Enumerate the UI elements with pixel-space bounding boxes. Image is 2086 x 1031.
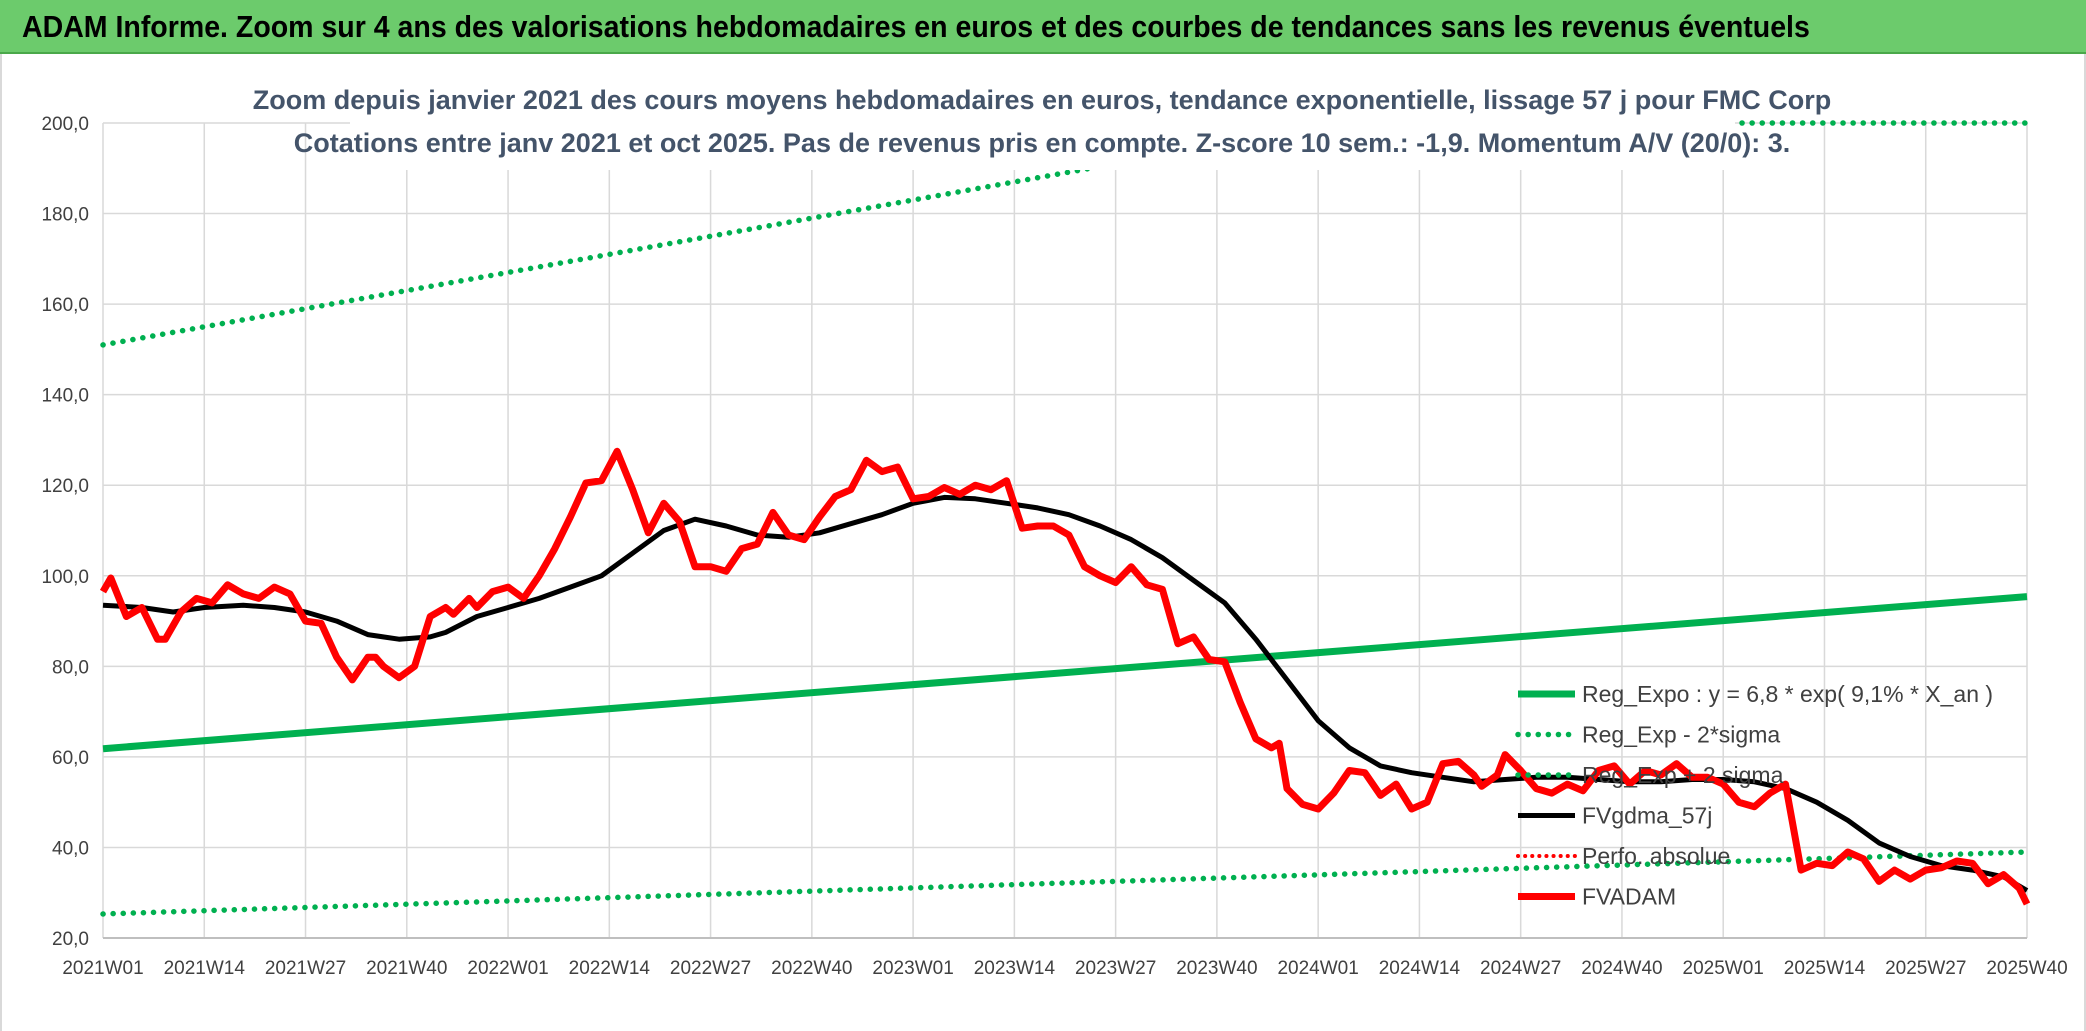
legend-label-0: Reg_Expo : y = 6,8 * exp( 9,1% * X_an ): [1582, 681, 1993, 707]
x-tick-label: 2022W01: [467, 958, 548, 979]
x-tick-label: 2025W40: [1986, 958, 2067, 979]
title-background: [350, 78, 1735, 170]
chart-subtitle: Cotations entre janv 2021 et oct 2025. P…: [294, 128, 1791, 158]
series-line-1: [100, 849, 2030, 917]
legend-label-5: FVADAM: [1582, 884, 1676, 910]
x-tick-label: 2021W14: [164, 958, 246, 979]
x-tick-label: 2022W27: [670, 958, 751, 979]
x-tick-label: 2022W14: [569, 958, 651, 979]
x-tick-label: 2023W14: [974, 958, 1056, 979]
y-tick-label: 20,0: [52, 929, 89, 950]
legend-label-2: Reg_Exp + 2 sigma: [1582, 762, 1784, 788]
y-tick-label: 100,0: [41, 567, 89, 588]
x-tick-label: 2025W14: [1784, 958, 1866, 979]
legend: Reg_Expo : y = 6,8 * exp( 9,1% * X_an ) R…: [1515, 681, 1993, 910]
x-tick-label: 2023W01: [872, 958, 953, 979]
chart-frame: [0, 54, 2086, 1031]
x-tick-label: 2023W40: [1176, 958, 1257, 979]
y-tick-label: 160,0: [41, 295, 89, 316]
x-tick-label: 2025W01: [1683, 958, 1764, 979]
title-banner: ADAM Informe. Zoom sur 4 ans des valoris…: [0, 0, 2086, 54]
x-tick-label: 2024W01: [1277, 958, 1358, 979]
y-tick-label: 120,0: [41, 476, 89, 497]
x-tick-label: 2021W27: [265, 958, 346, 979]
legend-label-4: Perfo. absolue: [1582, 843, 1730, 869]
chart-titles: Zoom depuis janvier 2021 des cours moyen…: [253, 78, 1831, 170]
x-tick-label: 2022W40: [771, 958, 852, 979]
x-tick-label: 2021W40: [366, 958, 447, 979]
legend-label-3: FVgdma_57j: [1582, 803, 1712, 829]
legend-label-1: Reg_Exp - 2*sigma: [1582, 722, 1780, 748]
x-tick-label: 2021W01: [62, 958, 143, 979]
banner-title: ADAM Informe. Zoom sur 4 ans des valoris…: [22, 9, 1810, 44]
y-tick-label: 60,0: [52, 748, 89, 769]
y-tick-label: 200,0: [41, 114, 89, 135]
y-tick-label: 40,0: [52, 838, 89, 859]
x-tick-label: 2025W27: [1885, 958, 1966, 979]
y-tick-label: 80,0: [52, 657, 89, 678]
series-line-0: [102, 593, 2028, 753]
x-tick-label: 2024W27: [1480, 958, 1561, 979]
x-tick-label: 2023W27: [1075, 958, 1156, 979]
series-group: [99, 120, 2031, 917]
y-tick-label: 180,0: [41, 205, 89, 226]
chart-title: Zoom depuis janvier 2021 des cours moyen…: [253, 85, 1831, 115]
y-axis-ticks: 200,0 180,0 160,0 140,0 120,0 100,0 80,0 60,0 40…: [41, 114, 89, 950]
x-tick-label: 2024W14: [1379, 958, 1461, 979]
series-line-5: [99, 447, 2031, 906]
y-tick-label: 140,0: [41, 386, 89, 407]
x-tick-label: 2024W40: [1581, 958, 1662, 979]
x-axis-ticks: 2021W01 2021W14 2021W27 2021W40 2022W01 2022W…: [62, 958, 2067, 979]
